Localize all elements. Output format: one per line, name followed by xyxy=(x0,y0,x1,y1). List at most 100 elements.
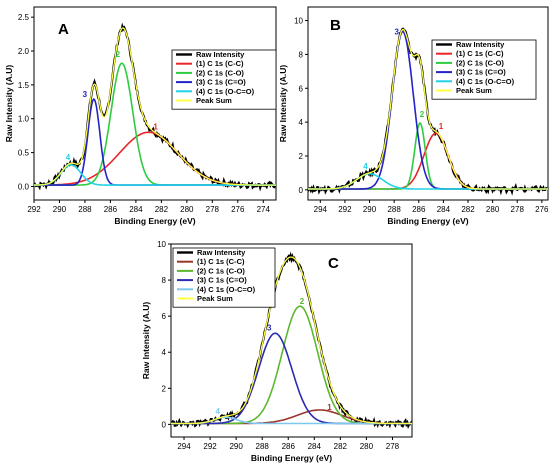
peak-number-label: 2 xyxy=(116,50,121,59)
legend-entry: Peak Sum xyxy=(197,294,233,303)
x-tick-label: 288 xyxy=(256,442,270,451)
legend-entry: (4) C 1s (O-C=O) xyxy=(197,285,256,294)
y-tick-label: 1.5 xyxy=(18,81,30,90)
x-tick-label: 284 xyxy=(437,205,451,214)
series-peak-sum xyxy=(171,256,412,425)
y-tick-label: 2.0 xyxy=(18,47,30,56)
panel-label: C xyxy=(328,255,339,272)
legend-entry: Raw Intensity xyxy=(196,50,245,59)
x-tick-label: 290 xyxy=(229,442,243,451)
x-axis-label: Binding Energy (eV) xyxy=(387,216,468,226)
chart-panel-B: 294 292 290 288 286 284 282 280 278 276 0 2 4 6 8 10 Bin… xyxy=(278,6,549,226)
y-tick-label: 8 xyxy=(162,276,167,285)
legend-entry: (2) C 1s (C-O) xyxy=(196,68,244,77)
x-tick-label: 284 xyxy=(308,442,322,451)
x-tick-label: 282 xyxy=(461,205,475,214)
legend: Raw Intensity(1) C 1s (C-C)(2) C 1s (C-O… xyxy=(172,247,276,308)
legend-box xyxy=(431,39,537,100)
x-tick-label: 276 xyxy=(535,205,549,214)
x-tick-label: 286 xyxy=(104,205,118,214)
x-tick-label: 280 xyxy=(360,442,374,451)
panel-label: B xyxy=(330,17,341,34)
y-tick-label: 10 xyxy=(294,17,303,26)
x-axis-label: Binding Energy (eV) xyxy=(114,216,195,226)
plot-frame xyxy=(170,243,413,438)
y-tick-label: 1.0 xyxy=(18,115,30,124)
plot-frame xyxy=(307,6,549,201)
y-axis-label: Raw Intensity (A.U) xyxy=(4,65,14,143)
x-axis-label: Binding Energy (eV) xyxy=(251,453,332,463)
series-peak-sum xyxy=(34,27,276,186)
series-2-c-1s-c-o xyxy=(171,305,412,425)
legend-entry: Raw Intensity xyxy=(456,40,505,49)
legend-entry: (4) C 1s (O-C=O) xyxy=(456,77,515,86)
chart-panel-A: 292 290 288 286 284 282 280 278 276 274 0.0 0.5 1.0 1… xyxy=(4,6,277,226)
x-tick-label: 284 xyxy=(129,205,143,214)
peak-number-label: 3 xyxy=(83,90,88,99)
series-1-c-1s-c-c xyxy=(34,131,276,186)
x-tick-label: 282 xyxy=(155,205,169,214)
plot-area xyxy=(34,22,276,192)
y-axis-label: Raw Intensity (A.U) xyxy=(278,65,288,143)
peak-number-label: 1 xyxy=(153,122,158,131)
y-tick-label: 0.0 xyxy=(18,182,30,191)
x-tick-label: 282 xyxy=(334,442,348,451)
peak-number-label: 4 xyxy=(215,407,220,416)
x-tick-label: 278 xyxy=(206,205,220,214)
x-tick-label: 288 xyxy=(387,205,401,214)
peak-number-label: 1 xyxy=(327,403,332,412)
peak-number-label: 3 xyxy=(395,28,400,37)
y-axis-label: Raw Intensity (A.U) xyxy=(141,302,151,380)
legend-entry: (1) C 1s (C-C) xyxy=(197,257,245,266)
x-tick-label: 292 xyxy=(203,442,217,451)
plot-area xyxy=(308,27,548,196)
legend-entry: (2) C 1s (C-O) xyxy=(197,266,245,275)
y-tick-label: 8 xyxy=(299,50,304,59)
x-tick-label: 288 xyxy=(78,205,92,214)
legend: Raw Intensity(1) C 1s (C-C)(2) C 1s (C-O… xyxy=(171,49,277,110)
x-tick-label: 276 xyxy=(231,205,245,214)
legend-entry: (3) C 1s (C=O) xyxy=(456,68,506,77)
x-tick-label: 290 xyxy=(363,205,377,214)
x-tick-label: 294 xyxy=(177,442,191,451)
x-tick-label: 286 xyxy=(412,205,426,214)
legend-box xyxy=(172,247,276,308)
legend-entry: (2) C 1s (C-O) xyxy=(456,58,504,67)
x-tick-label: 286 xyxy=(282,442,296,451)
peak-number-label: 3 xyxy=(267,323,272,332)
x-tick-label: 280 xyxy=(486,205,500,214)
peak-number-label: 1 xyxy=(439,122,444,131)
y-tick-label: 4 xyxy=(299,118,304,127)
x-tick-label: 290 xyxy=(53,205,67,214)
x-tick-label: 278 xyxy=(511,205,525,214)
series-3-c-1s-c-o xyxy=(171,332,412,425)
chart-panel-C: 294 292 290 288 286 284 282 280 278 0 2 4 6 8 10 Bindin… xyxy=(141,240,413,463)
legend-entry: (1) C 1s (C-C) xyxy=(456,49,504,58)
legend-entry: (3) C 1s (C=O) xyxy=(197,276,247,285)
x-tick-label: 292 xyxy=(27,205,41,214)
x-tick-label: 280 xyxy=(180,205,194,214)
y-tick-label: 4 xyxy=(162,348,167,357)
x-tick-label: 274 xyxy=(257,205,271,214)
series-3-c-1s-c-o xyxy=(34,98,276,186)
y-tick-label: 2 xyxy=(162,384,167,393)
legend: Raw Intensity(1) C 1s (C-C)(2) C 1s (C-O… xyxy=(431,39,537,100)
peak-number-label: 2 xyxy=(300,297,305,306)
x-tick-label: 292 xyxy=(338,205,352,214)
peak-number-label: 4 xyxy=(363,162,368,171)
y-tick-label: 0 xyxy=(162,420,167,429)
x-tick-label: 294 xyxy=(314,205,328,214)
legend-entry: Raw Intensity xyxy=(197,248,246,257)
legend-entry: (3) C 1s (C=O) xyxy=(196,78,246,87)
y-tick-label: 2.5 xyxy=(18,13,30,22)
panel-label: A xyxy=(58,21,69,38)
y-tick-label: 6 xyxy=(299,84,304,93)
legend-box xyxy=(171,49,277,110)
peak-number-label: 2 xyxy=(420,110,425,119)
y-tick-label: 0.5 xyxy=(18,149,30,158)
legend-entry: Peak Sum xyxy=(196,96,232,105)
legend-entry: (4) C 1s (O-C=O) xyxy=(196,87,255,96)
legend-entry: (1) C 1s (C-C) xyxy=(196,59,244,68)
peak-number-label: 4 xyxy=(66,153,71,162)
